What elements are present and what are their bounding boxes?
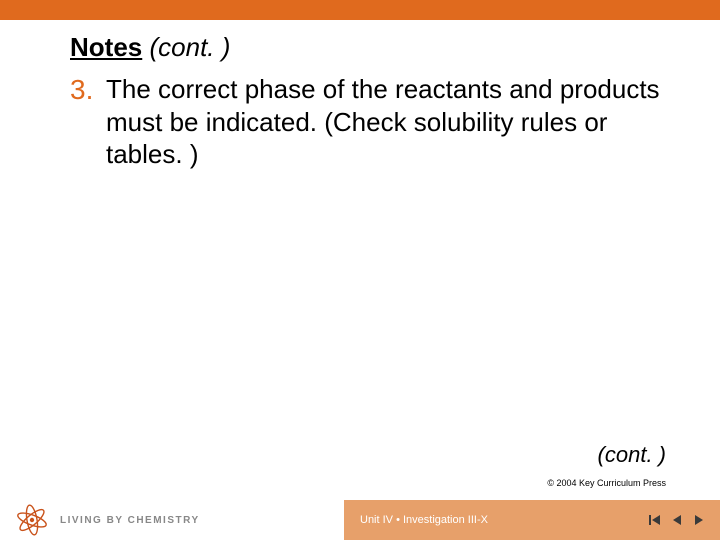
list-number: 3. xyxy=(70,73,106,107)
copyright-text: © 2004 Key Curriculum Press xyxy=(547,478,666,488)
list-text: The correct phase of the reactants and p… xyxy=(106,73,670,171)
footer-right: Unit IV • Investigation III-X xyxy=(344,500,720,540)
footer-left: LIVING BY CHEMISTRY xyxy=(0,500,200,540)
cont-indicator: (cont. ) xyxy=(598,442,666,468)
top-accent-bar xyxy=(0,0,720,20)
list-item: 3. The correct phase of the reactants an… xyxy=(70,73,670,171)
slide: Notes (cont. ) 3. The correct phase of t… xyxy=(0,0,720,540)
slide-heading: Notes (cont. ) xyxy=(70,32,670,63)
content-area: Notes (cont. ) 3. The correct phase of t… xyxy=(70,32,670,171)
footer: LIVING BY CHEMISTRY Unit IV • Investigat… xyxy=(0,500,720,540)
heading-cont: (cont. ) xyxy=(149,32,230,62)
chevron-right-icon xyxy=(693,513,705,527)
brand-text: LIVING BY CHEMISTRY xyxy=(60,515,200,526)
unit-text: Unit IV • Investigation III-X xyxy=(360,514,488,526)
nav-next-button[interactable] xyxy=(692,513,706,527)
nav-first-button[interactable] xyxy=(648,513,662,527)
heading-bold: Notes xyxy=(70,32,142,62)
brand-logo-icon xyxy=(14,502,50,538)
chevron-left-icon xyxy=(671,513,683,527)
nav-controls xyxy=(648,513,706,527)
skip-back-icon xyxy=(648,513,662,527)
nav-prev-button[interactable] xyxy=(670,513,684,527)
